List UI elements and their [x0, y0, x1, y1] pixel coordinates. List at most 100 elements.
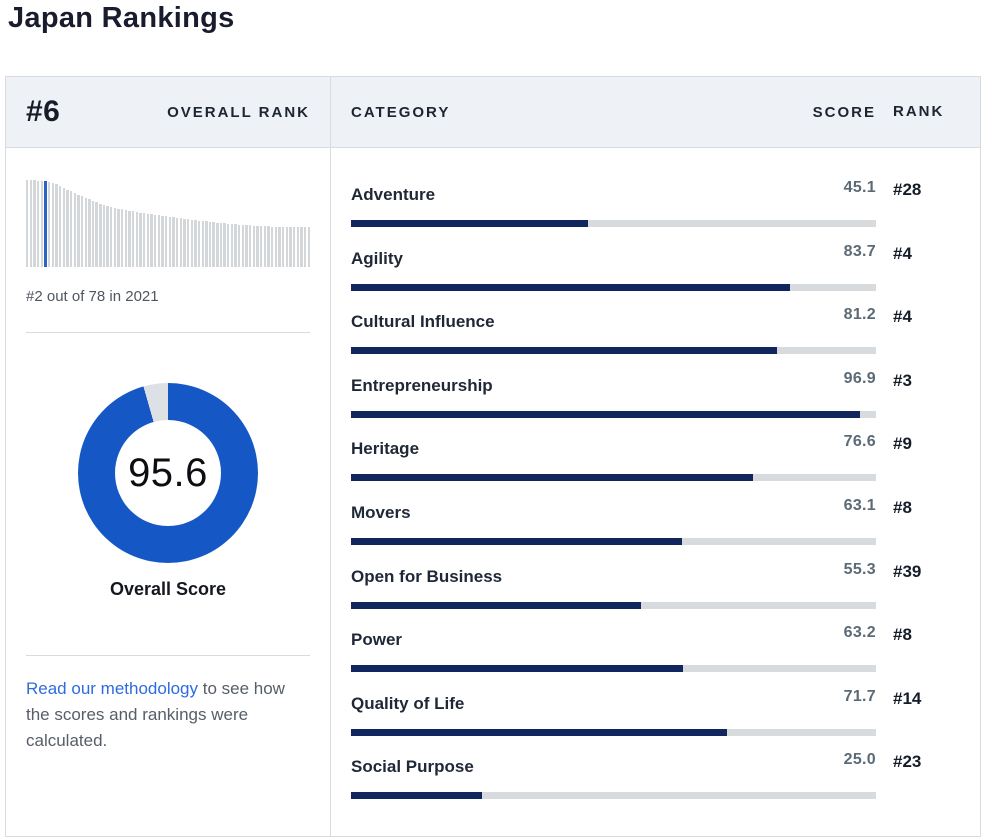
- spark-bar: [168, 217, 171, 267]
- spark-bar: [186, 219, 190, 267]
- score-bar-track: [351, 728, 876, 736]
- spark-bar: [132, 211, 135, 267]
- spark-bar: [194, 220, 197, 267]
- divider: [26, 332, 310, 333]
- spark-bar: [241, 225, 245, 267]
- spark-bar: [175, 218, 179, 267]
- spark-bar: [179, 218, 182, 267]
- category-rank: #8: [893, 497, 912, 517]
- category-row: Social Purpose 25.0 #23: [351, 737, 980, 801]
- methodology-link[interactable]: Read our methodology: [26, 679, 199, 698]
- overall-score-label: Overall Score: [109, 579, 227, 599]
- category-score: 25.0: [843, 751, 876, 769]
- spark-bar: [230, 224, 234, 267]
- score-bar-fill: [351, 792, 483, 800]
- spark-bar: [303, 227, 307, 267]
- category-rank: #28: [893, 180, 922, 199]
- spark-bar: [249, 225, 252, 267]
- spark-bar: [223, 223, 226, 267]
- category-name: Power: [351, 630, 403, 650]
- category-rank: #14: [893, 688, 922, 708]
- spark-bar: [146, 214, 150, 267]
- score-bar-fill: [351, 474, 754, 482]
- spark-bar: [99, 204, 102, 267]
- spark-bar: [292, 227, 296, 267]
- category-name: Movers: [351, 502, 411, 522]
- score-bar-track: [351, 283, 876, 291]
- column-header-score: SCORE: [812, 103, 876, 121]
- spark-bar: [307, 227, 310, 267]
- spark-bar: [51, 183, 54, 267]
- overview-body: #2 out of 78 in 2021 95.6 Overall Score …: [6, 148, 330, 836]
- overall-score-value: 95.6: [128, 450, 208, 495]
- rank-distribution-chart: [26, 180, 311, 267]
- score-bar-fill: [351, 220, 588, 227]
- spark-bar: [117, 209, 120, 267]
- spark-bar: [128, 211, 131, 267]
- column-header-category: CATEGORY: [351, 103, 451, 121]
- spark-bar: [227, 224, 230, 267]
- category-rank: #3: [893, 370, 912, 390]
- spark-bar: [143, 213, 146, 267]
- spark-bar: [245, 225, 248, 267]
- spark-bar: [208, 222, 212, 267]
- spark-bar: [183, 219, 186, 267]
- category-name: Agility: [351, 248, 403, 268]
- spark-bar: [139, 213, 142, 267]
- category-rank: #4: [893, 243, 912, 263]
- score-bar-track: [351, 792, 876, 800]
- category-row: Adventure 45.1 #28: [351, 165, 980, 229]
- spark-bar: [205, 221, 208, 267]
- spark-bar: [36, 181, 40, 267]
- score-bar-fill: [351, 283, 791, 291]
- spark-bar: [285, 227, 288, 267]
- category-rank: #8: [893, 625, 912, 645]
- spark-bar: [26, 180, 29, 267]
- donut-hole: 95.6: [115, 420, 221, 526]
- score-bar-fill: [351, 665, 683, 673]
- spark-bar: [157, 215, 161, 267]
- column-header-rank: RANK: [893, 103, 945, 120]
- spark-bar: [69, 191, 73, 267]
- spark-bar: [197, 221, 201, 267]
- overall-rank-label: OVERALL RANK: [167, 103, 310, 121]
- category-rank: #39: [893, 561, 922, 581]
- score-bar-fill: [351, 601, 642, 609]
- spark-bar: [161, 216, 164, 267]
- spark-bar: [300, 227, 303, 267]
- spark-bar: [66, 190, 69, 267]
- category-score: 45.1: [843, 179, 876, 196]
- spark-bar: [201, 221, 204, 267]
- spark-bar: [234, 224, 237, 267]
- spark-bar: [274, 227, 278, 267]
- spark-bar: [238, 225, 241, 267]
- spark-bar: [256, 226, 259, 267]
- category-score: 71.7: [843, 687, 876, 705]
- spark-bar: [73, 193, 76, 267]
- spark-bar: [110, 207, 113, 267]
- spark-bar: [281, 227, 285, 267]
- score-bar-track: [351, 410, 876, 418]
- category-name: Social Purpose: [351, 757, 474, 777]
- spark-bar: [121, 209, 124, 267]
- categories-panel: CATEGORY SCORE RANK Adventure 45.1 #28 Agil…: [331, 77, 980, 836]
- spark-bar: [84, 198, 87, 267]
- score-bar-fill: [351, 347, 778, 355]
- spark-bar: [80, 196, 84, 267]
- overall-score-donut: 95.6: [78, 383, 258, 563]
- category-name: Heritage: [351, 439, 420, 459]
- overall-rank-value: #6: [26, 95, 61, 128]
- category-row: Power 63.2 #8: [351, 610, 980, 674]
- spark-bar: [252, 226, 256, 267]
- category-score: 81.2: [843, 306, 876, 324]
- spark-bar: [150, 214, 153, 267]
- spark-bar: [58, 186, 62, 267]
- spark-bar: [260, 226, 263, 267]
- spark-bar: [106, 206, 109, 267]
- spark-bar: [278, 227, 281, 267]
- spark-bar: [267, 226, 270, 267]
- category-rank: #4: [893, 307, 912, 327]
- page-title: Japan Rankings: [8, 2, 235, 34]
- spark-bar: [212, 222, 215, 267]
- category-name: Cultural Influence: [351, 312, 495, 332]
